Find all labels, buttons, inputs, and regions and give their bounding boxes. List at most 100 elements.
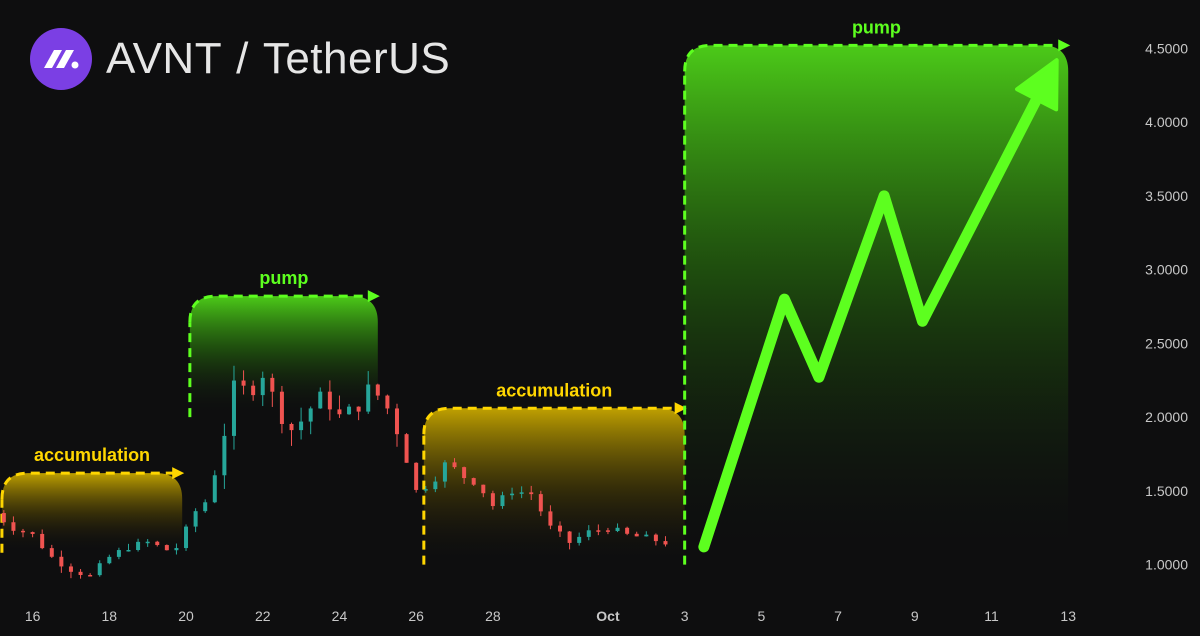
candle-body [97, 563, 102, 576]
candle-body [279, 391, 284, 424]
zone-label: pump [259, 268, 308, 288]
zone-fill [684, 45, 1069, 565]
candle-body [577, 536, 582, 543]
candle-body [347, 406, 352, 415]
candle-body [663, 541, 668, 545]
candle-body [519, 492, 524, 494]
y-tick-label: 1.5000 [1145, 483, 1188, 499]
candle-body [164, 545, 169, 551]
candle-body [490, 493, 495, 507]
candle-body [481, 484, 486, 494]
candle-body [270, 377, 275, 392]
candle-body [452, 462, 457, 468]
pair-title: AVNT / TetherUS [106, 34, 450, 84]
zone-label: accumulation [496, 380, 612, 400]
y-tick-label: 4.5000 [1145, 40, 1188, 56]
avnt-logo-icon [30, 28, 92, 90]
candle-body [136, 541, 141, 551]
candle-body [529, 492, 534, 495]
x-tick-label: 22 [255, 608, 271, 624]
pair-separator: / [236, 34, 249, 83]
candle-body [212, 475, 217, 503]
candle-body [394, 408, 399, 435]
candle-body [126, 550, 131, 552]
chart-header: AVNT / TetherUS [30, 28, 450, 90]
candle-body [471, 478, 476, 485]
candle-body [1, 513, 6, 523]
candle-body [558, 525, 562, 532]
candle-body [88, 575, 93, 577]
y-tick-label: 2.5000 [1145, 335, 1188, 351]
candle-body [299, 421, 304, 431]
x-tick-label: 11 [984, 608, 999, 624]
y-tick-label: 3.0000 [1145, 262, 1188, 278]
candle-body [251, 385, 256, 396]
candle-body [615, 527, 620, 532]
candle-body [356, 406, 361, 412]
candle-body [337, 409, 342, 415]
candle-body [596, 530, 601, 532]
zone-top-line [683, 43, 1061, 72]
candle-body [222, 435, 227, 476]
candle-body [366, 384, 371, 412]
candle-body [404, 434, 409, 463]
x-tick-label: 7 [834, 608, 842, 624]
candle-body [21, 530, 26, 533]
candle-body [260, 377, 265, 396]
pair-base: AVNT [106, 34, 223, 83]
zone-label: pump [852, 17, 901, 37]
zone-top-line [422, 406, 677, 435]
candle-body [49, 548, 54, 557]
candle-body [184, 526, 189, 549]
candle-body [423, 489, 428, 491]
y-tick-label: 3.5000 [1145, 188, 1188, 204]
x-tick-label: 5 [757, 608, 765, 624]
candle-body [385, 395, 390, 409]
candle-body [78, 571, 83, 576]
candle-body [308, 408, 313, 422]
candle-body [40, 533, 45, 549]
y-tick-label: 4.0000 [1145, 114, 1188, 130]
candle-body [538, 494, 543, 512]
candle-body [318, 391, 323, 409]
candle-body [644, 534, 649, 537]
candle-body [193, 511, 198, 527]
candle-body [155, 541, 160, 546]
candle-body [462, 467, 467, 479]
zone-top-line [0, 471, 175, 500]
candle-body [30, 532, 35, 534]
candle-body [145, 541, 150, 544]
x-tick-label: 13 [1060, 608, 1076, 624]
zone-fill [423, 408, 685, 565]
x-tick-label: 9 [911, 608, 919, 624]
candle-body [634, 533, 639, 537]
zone-arrow-icon [1058, 39, 1071, 52]
candle-body [375, 384, 380, 396]
candle-body [605, 530, 610, 532]
x-tick-label: 16 [25, 608, 41, 624]
y-tick-label: 2.0000 [1145, 409, 1188, 425]
zone-fill [1, 473, 183, 553]
candle-body [174, 548, 179, 551]
candle-body [586, 530, 591, 537]
zone-label: accumulation [34, 445, 150, 465]
zone-arrow-icon [674, 402, 687, 415]
candle-body [241, 380, 246, 386]
candle-body [442, 462, 447, 482]
candle-body [567, 531, 572, 543]
x-tick-label: Oct [596, 608, 620, 624]
candle-body [203, 502, 208, 512]
x-tick-label: 3 [681, 608, 689, 624]
zone-arrow-icon [172, 467, 185, 480]
candle-body [289, 423, 294, 431]
candle-body [510, 493, 515, 496]
x-tick-label: 18 [102, 608, 118, 624]
zone-fill [189, 296, 378, 418]
candle-body [548, 511, 553, 526]
projection-line [698, 83, 1048, 553]
candle-body [107, 556, 112, 564]
pair-quote: TetherUS [262, 34, 451, 83]
x-tick-label: 26 [408, 608, 424, 624]
candle-body [327, 391, 332, 410]
